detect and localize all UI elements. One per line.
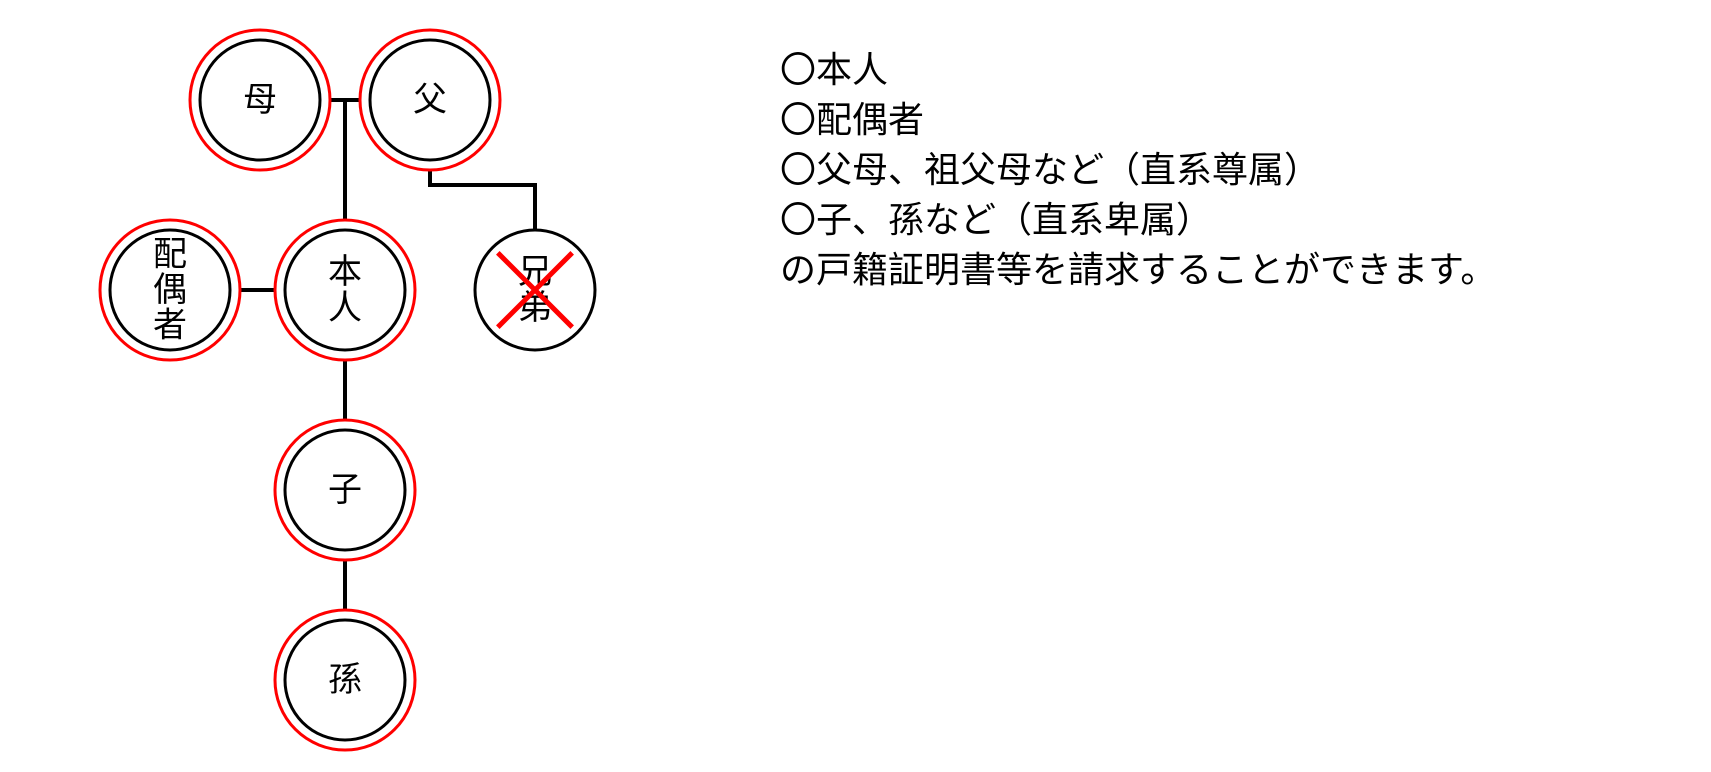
family-tree-diagram: 母 父配偶者 本人 兄弟子孫 [90, 10, 710, 770]
explanation-line-4: の戸籍証明書等を請求することができます。 [780, 245, 1496, 295]
node-child-label: 子 [328, 471, 362, 509]
edge-2 [430, 160, 535, 230]
node-sibling: 兄弟 [475, 230, 595, 350]
node-self-label: 本人 [328, 253, 362, 327]
node-mother-label: 母 [243, 81, 277, 119]
node-father-label: 父 [413, 81, 447, 119]
node-spouse: 配偶者 [100, 220, 240, 360]
page-container: 母 父配偶者 本人 兄弟子孫 〇本人〇配偶者〇父母、祖父母など（直系尊属）〇子、孫など… [0, 0, 1711, 772]
node-self: 本人 [275, 220, 415, 360]
explanation-text: 〇本人〇配偶者〇父母、祖父母など（直系尊属）〇子、孫など（直系卑属）の戸籍証明書… [780, 45, 1496, 295]
node-child: 子 [275, 420, 415, 560]
explanation-line-3: 〇子、孫など（直系卑属） [780, 195, 1496, 245]
node-mother: 母 [190, 30, 330, 170]
node-father: 父 [360, 30, 500, 170]
explanation-line-0: 〇本人 [780, 45, 1496, 95]
explanation-line-2: 〇父母、祖父母など（直系尊属） [780, 145, 1496, 195]
nodes-group: 母 父配偶者 本人 兄弟子孫 [100, 30, 595, 750]
node-gchild: 孫 [275, 610, 415, 750]
node-gchild-label: 孫 [328, 661, 362, 699]
explanation-line-1: 〇配偶者 [780, 95, 1496, 145]
node-spouse-label: 配偶者 [153, 235, 187, 344]
